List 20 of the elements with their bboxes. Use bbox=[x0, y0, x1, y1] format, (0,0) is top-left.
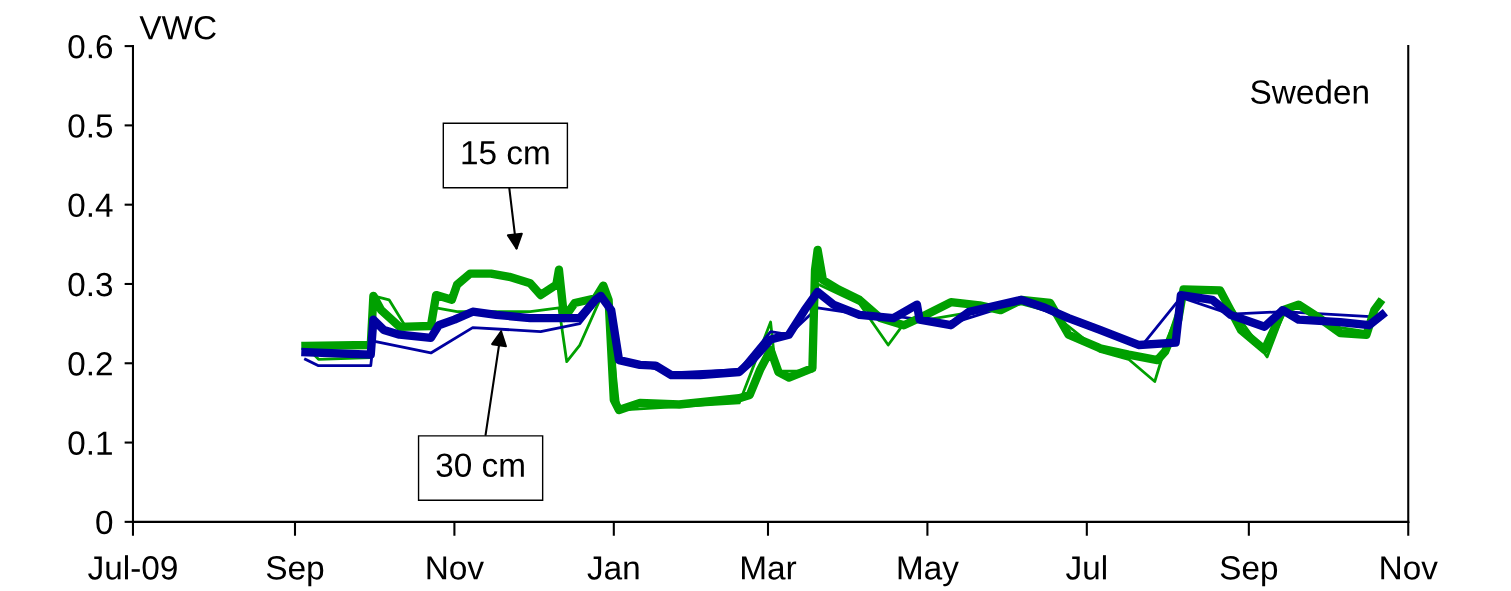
x-tick-label: Nov bbox=[427, 556, 484, 580]
annotation: 30 cm bbox=[436, 453, 524, 478]
x-tick-label: Jan bbox=[587, 556, 639, 580]
y-tick-label: 0.2 bbox=[68, 352, 112, 376]
x-tick-label: Jul-09 bbox=[88, 555, 177, 580]
x-tick-label: Sep bbox=[1220, 556, 1278, 587]
x-tick-label: Mar bbox=[742, 556, 797, 580]
y-tick-label: 0.4 bbox=[68, 193, 113, 218]
y-tick-label: 0.3 bbox=[68, 272, 113, 297]
y-tick-label: 0 bbox=[96, 510, 113, 535]
x-tick-label: May bbox=[898, 556, 959, 587]
annotation: Sweden bbox=[1251, 79, 1368, 104]
x-tick-label: Jul bbox=[1066, 555, 1106, 580]
annotation: 15 cm bbox=[462, 141, 549, 165]
x-tick-label: Sep bbox=[266, 556, 324, 587]
x-tick-label: Nov bbox=[1381, 556, 1438, 580]
y-tick-label: 0.5 bbox=[68, 114, 113, 138]
y-tick-label: 0.1 bbox=[68, 431, 112, 455]
y-tick-label: 0.6 bbox=[68, 34, 113, 59]
y-axis-title: VWC bbox=[139, 15, 216, 40]
